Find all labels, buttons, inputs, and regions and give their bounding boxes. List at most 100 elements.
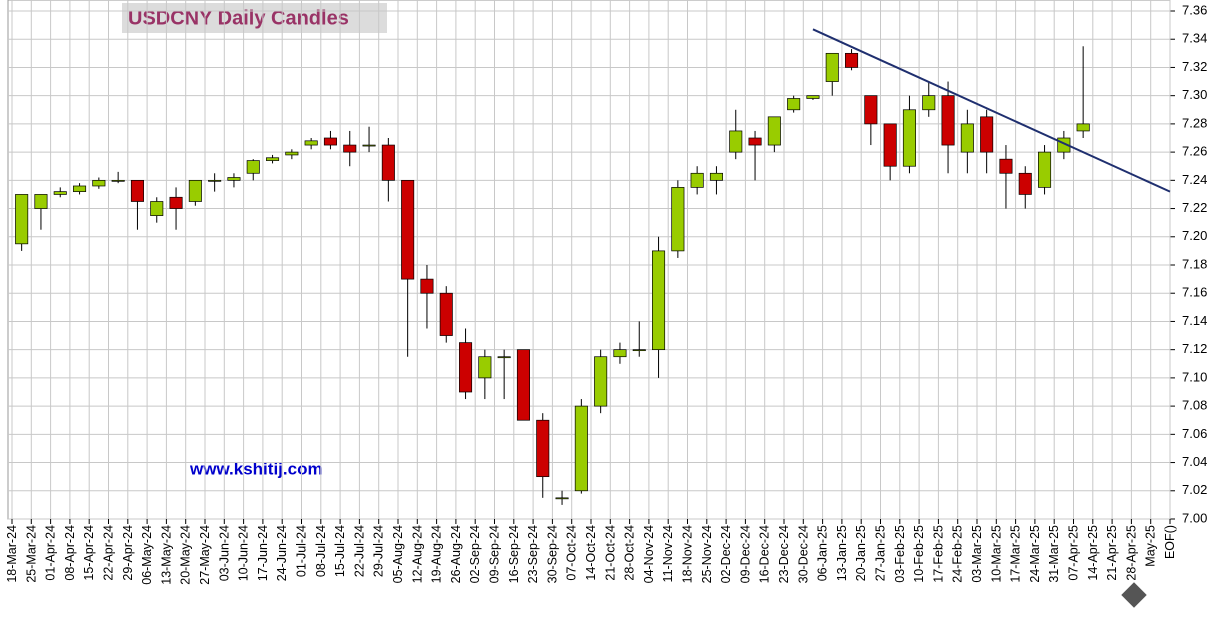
candle-body bbox=[478, 356, 492, 379]
candle-body bbox=[960, 123, 974, 153]
x-tick-label: 06-Jan-25 bbox=[816, 525, 830, 581]
candle-body bbox=[401, 179, 415, 280]
candle-body bbox=[459, 342, 473, 393]
x-tick-label: 22-Apr-24 bbox=[102, 525, 116, 581]
x-tick-label: 19-Aug-24 bbox=[430, 525, 444, 583]
x-tick-label: 02-Sep-24 bbox=[468, 525, 482, 583]
x-tick-label: 04-Nov-24 bbox=[642, 525, 656, 583]
x-tick-label: 12-Aug-24 bbox=[410, 525, 424, 583]
y-tick-label: 7.18 bbox=[1182, 256, 1207, 271]
x-tick-label: 08-Apr-24 bbox=[63, 525, 77, 581]
candle-body bbox=[208, 179, 222, 182]
x-tick-label: 24-Mar-25 bbox=[1028, 525, 1042, 583]
x-tick-label: 06-May-24 bbox=[140, 525, 154, 585]
candle-body bbox=[227, 177, 241, 181]
x-tick-label: 09-Dec-24 bbox=[738, 525, 752, 583]
x-tick-label: 03-Feb-25 bbox=[893, 525, 907, 583]
candle-body bbox=[188, 179, 202, 202]
x-tick-label: 13-Jan-25 bbox=[835, 525, 849, 581]
candle-body bbox=[130, 179, 144, 202]
x-tick-label: 20-Jan-25 bbox=[854, 525, 868, 581]
candle-body bbox=[902, 109, 916, 167]
y-tick-label: 7.02 bbox=[1182, 482, 1207, 497]
candle-body bbox=[632, 349, 646, 352]
x-tick-label: 03-Jun-24 bbox=[217, 525, 231, 581]
candle-body bbox=[845, 52, 859, 68]
x-tick-label: 08-Jul-24 bbox=[314, 525, 328, 577]
candle-body bbox=[362, 144, 376, 147]
x-tick-label: 10-Feb-25 bbox=[912, 525, 926, 583]
candle-body bbox=[92, 179, 106, 187]
x-tick-label: 30-Dec-24 bbox=[796, 525, 810, 583]
candle-body bbox=[729, 130, 743, 153]
y-tick-label: 7.16 bbox=[1182, 285, 1207, 300]
candle-body bbox=[536, 419, 550, 478]
candle-body bbox=[806, 95, 820, 99]
candle-body bbox=[883, 123, 897, 167]
x-tick-label: 25-Mar-24 bbox=[24, 525, 38, 583]
x-tick-label: 28-Oct-24 bbox=[623, 525, 637, 581]
x-tick-label: 15-Jul-24 bbox=[333, 525, 347, 577]
y-tick-label: 7.24 bbox=[1182, 172, 1207, 187]
x-tick-label: 27-Jan-25 bbox=[874, 525, 888, 581]
candle-body bbox=[671, 187, 685, 252]
candle-body bbox=[53, 191, 67, 195]
candle-body bbox=[285, 151, 299, 156]
candle-body bbox=[825, 52, 839, 82]
x-tick-label: 23-Dec-24 bbox=[777, 525, 791, 583]
y-tick-label: 7.08 bbox=[1182, 398, 1207, 413]
y-tick-label: 7.26 bbox=[1182, 144, 1207, 159]
x-tick-label: 11-Nov-24 bbox=[661, 525, 675, 582]
x-tick-label: 02-Dec-24 bbox=[719, 525, 733, 583]
y-tick-label: 7.32 bbox=[1182, 59, 1207, 74]
candle-body bbox=[304, 140, 318, 146]
x-tick-label: 24-Feb-25 bbox=[951, 525, 965, 583]
x-tick-label: 16-Dec-24 bbox=[758, 525, 772, 583]
x-tick-label: 29-Apr-24 bbox=[121, 525, 135, 581]
x-tick-label: 10-Jun-24 bbox=[237, 525, 251, 581]
x-tick-label: 31-Mar-25 bbox=[1047, 525, 1061, 583]
x-tick-label: 03-Mar-25 bbox=[970, 525, 984, 583]
trendline bbox=[812, 28, 1171, 193]
candle-body bbox=[594, 356, 608, 407]
x-tick-label: 18-Mar-24 bbox=[5, 525, 19, 583]
x-tick-label: 07-Apr-25 bbox=[1067, 525, 1081, 581]
x-tick-label: 29-Jul-24 bbox=[372, 525, 386, 577]
x-tick-label: 17-Feb-25 bbox=[931, 525, 945, 583]
candle-body bbox=[497, 356, 511, 359]
y-tick-label: 7.10 bbox=[1182, 369, 1207, 384]
candle-body bbox=[150, 201, 164, 216]
candle-body bbox=[439, 292, 453, 336]
candle-body bbox=[1018, 172, 1032, 195]
x-tick-label: 21-Apr-25 bbox=[1105, 525, 1119, 581]
x-tick-label: 24-Jun-24 bbox=[275, 525, 289, 581]
x-tick-label: 26-Aug-24 bbox=[449, 525, 463, 583]
candle-body bbox=[787, 98, 801, 111]
candle-body bbox=[652, 250, 666, 351]
candle-body bbox=[34, 194, 48, 209]
x-tick-label: EOF() bbox=[1163, 525, 1177, 559]
candle-body bbox=[15, 194, 29, 245]
candle-body bbox=[343, 144, 357, 153]
candle-body bbox=[709, 172, 723, 181]
y-tick-label: 7.14 bbox=[1182, 313, 1207, 328]
x-tick-label: 09-Sep-24 bbox=[488, 525, 502, 583]
y-tick-label: 7.04 bbox=[1182, 454, 1207, 469]
x-tick-label: 14-Apr-25 bbox=[1086, 525, 1100, 581]
candle-body bbox=[1076, 123, 1090, 132]
y-tick-label: 7.20 bbox=[1182, 228, 1207, 243]
candle-body bbox=[246, 160, 260, 174]
candle-body bbox=[999, 158, 1013, 174]
candle-body bbox=[690, 172, 704, 188]
x-tick-label: 18-Nov-24 bbox=[681, 525, 695, 583]
x-tick-label: 28-Apr-25 bbox=[1124, 525, 1138, 581]
x-tick-label: 21-Oct-24 bbox=[603, 525, 617, 581]
x-tick-label: 01-Jul-24 bbox=[295, 525, 309, 577]
x-tick-label: 25-Nov-24 bbox=[700, 525, 714, 583]
x-tick-label: 14-Oct-24 bbox=[584, 525, 598, 581]
x-tick-label: 22-Jul-24 bbox=[352, 525, 366, 577]
candle-body bbox=[980, 116, 994, 153]
candle-body bbox=[516, 349, 530, 421]
x-tick-label: 15-Apr-24 bbox=[82, 525, 96, 581]
x-tick-label: 30-Sep-24 bbox=[545, 525, 559, 583]
